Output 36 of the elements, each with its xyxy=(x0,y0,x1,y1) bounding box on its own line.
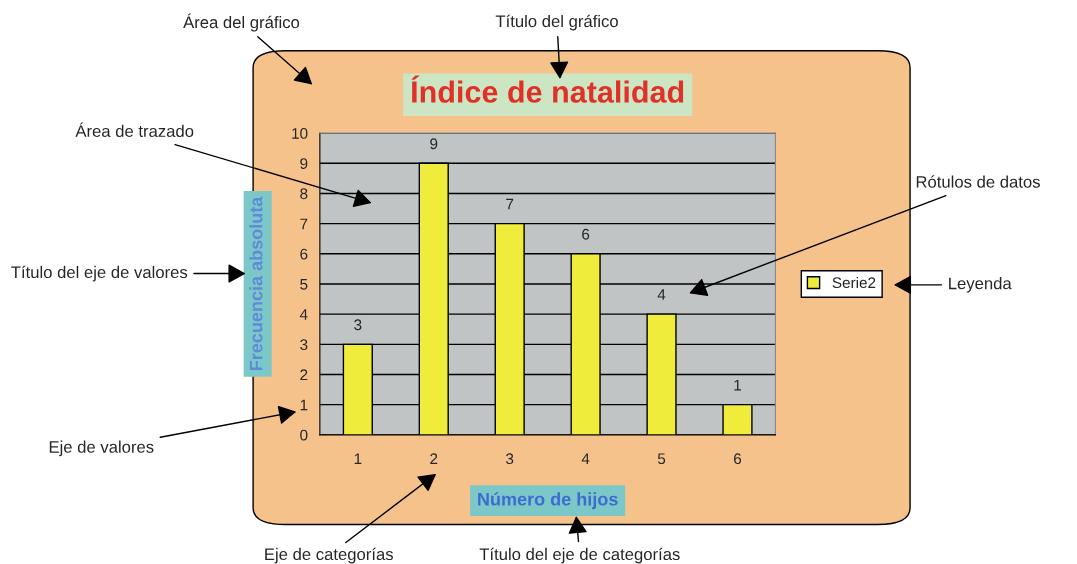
x-tick-label: 1 xyxy=(354,453,362,464)
x-tick-label: 2 xyxy=(430,453,438,464)
y-tick-label: 2 xyxy=(300,369,308,381)
y-tick-label: 1 xyxy=(300,399,308,411)
y-tick-label: 4 xyxy=(299,309,308,320)
x-tick-label: 5 xyxy=(657,453,666,465)
text: Área de trazado xyxy=(75,122,194,138)
x-tick-label: 3 xyxy=(506,453,514,465)
text: Eje de valores xyxy=(49,440,154,457)
text: Título del eje de categorías xyxy=(479,547,680,564)
y-tick-label: 6 xyxy=(300,248,308,260)
y-tick-label: 9 xyxy=(300,158,308,169)
data-label: 7 xyxy=(506,198,514,210)
y-tick-label: 0 xyxy=(300,429,308,441)
text: Área del gráfico xyxy=(183,13,300,32)
y-axis-title: Frecuencia absoluta xyxy=(249,196,263,371)
text: Rótulos de datos xyxy=(916,175,1040,188)
data-label: 4 xyxy=(657,289,666,300)
data-label: 9 xyxy=(430,138,438,150)
text: Leyenda xyxy=(949,277,1012,293)
data-label: 6 xyxy=(582,228,590,240)
y-tick-label: 3 xyxy=(300,339,308,351)
text: Título del eje de valores xyxy=(11,265,188,282)
data-label: 3 xyxy=(354,319,362,331)
y-tick-label: 7 xyxy=(300,218,308,230)
x-tick-label: 4 xyxy=(581,453,590,464)
text: Título del gráfico xyxy=(495,14,618,31)
y-tick-label: 10 xyxy=(292,127,308,139)
y-tick-label: 8 xyxy=(300,188,308,200)
y-tick-label: 5 xyxy=(300,279,308,290)
legend-label: Serie2 xyxy=(832,276,876,289)
x-axis-title: Número de hijos xyxy=(478,492,618,510)
text: Eje de categorías xyxy=(265,547,393,564)
x-tick-label: 6 xyxy=(734,453,742,465)
chart-title: Índice de natalidad xyxy=(411,75,684,103)
data-label: 1 xyxy=(734,379,741,391)
